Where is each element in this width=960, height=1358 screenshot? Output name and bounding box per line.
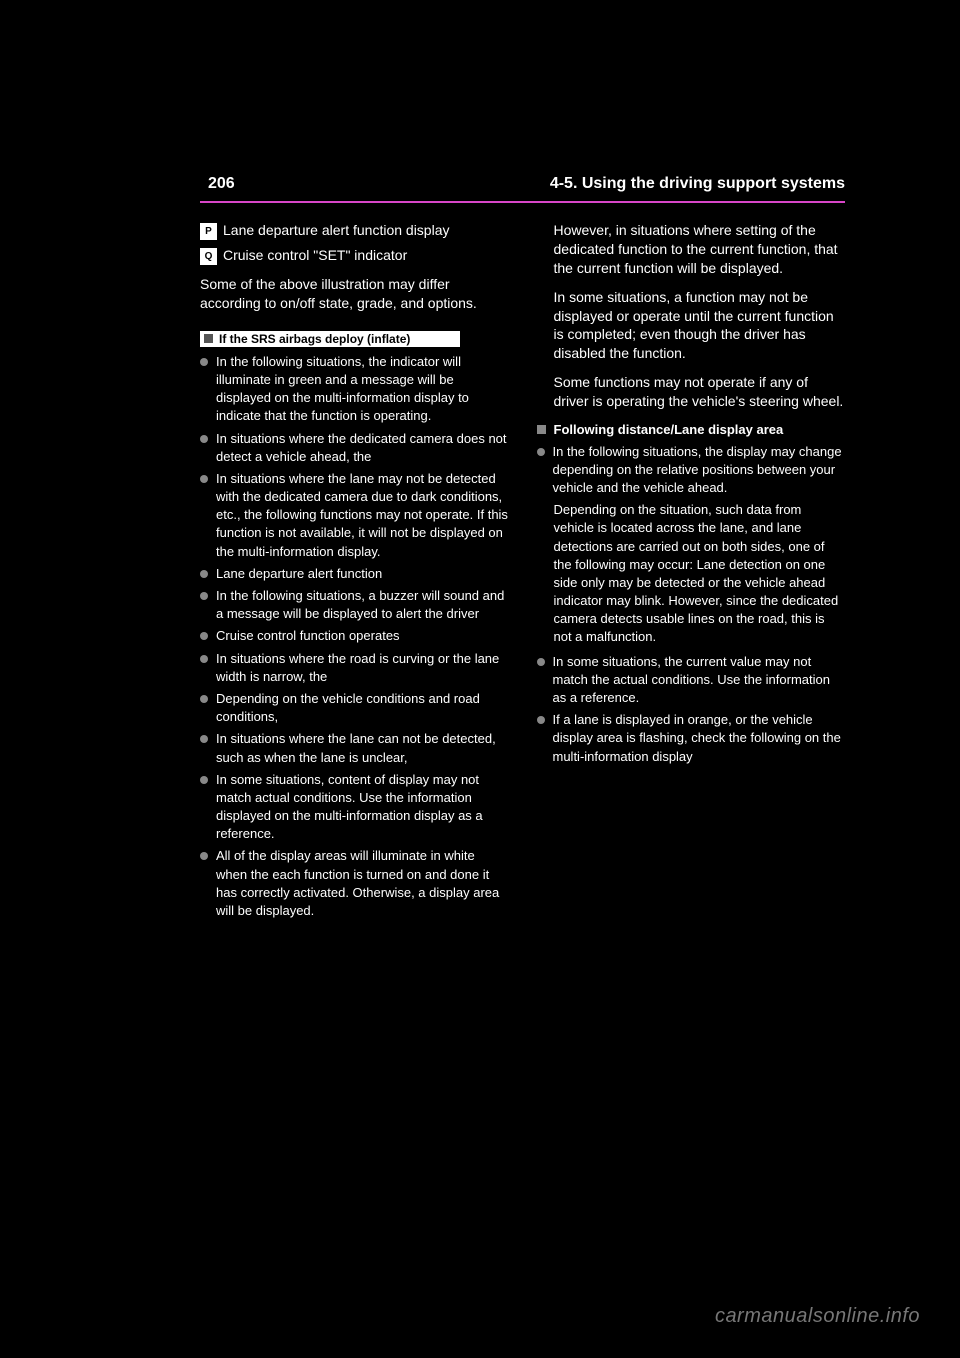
list-item: All of the display areas will illuminate… [200, 847, 509, 920]
item-q: Q Cruise control "SET" indicator [200, 246, 509, 265]
sub-header: Following distance/Lane display area [537, 421, 846, 439]
right-para: However, in situations where setting of … [554, 221, 846, 278]
bullet-text: Depending on the vehicle conditions and … [216, 690, 509, 726]
item-q-text: Cruise control "SET" indicator [223, 246, 407, 264]
sub-title: Following distance/Lane display area [554, 421, 784, 439]
list-item: In some situations, the current value ma… [537, 653, 846, 708]
right-indent-para: Depending on the situation, such data fr… [554, 501, 846, 647]
bullet-text: In situations where the road is curving … [216, 650, 509, 686]
list-item: In situations where the lane may not be … [200, 470, 509, 561]
bullet-text: In some situations, content of display m… [216, 771, 509, 844]
section-title: 4-5. Using the driving support systems [550, 175, 845, 193]
bullet-icon [200, 735, 208, 743]
list-item: In the following situations, the display… [537, 443, 846, 498]
bullet-text: If a lane is displayed in orange, or the… [553, 711, 846, 766]
bullet-icon [200, 695, 208, 703]
label-p-icon: P [200, 223, 217, 240]
bullet-text: In situations where the dedicated camera… [216, 430, 509, 466]
bullet-icon [537, 716, 545, 724]
list-item: In situations where the dedicated camera… [200, 430, 509, 466]
square-icon [204, 334, 213, 343]
list-item: In situations where the lane can not be … [200, 730, 509, 766]
bullet-icon [200, 435, 208, 443]
list-item: In the following situations, a buzzer wi… [200, 587, 509, 623]
label-q-icon: Q [200, 248, 217, 265]
list-item: Depending on the vehicle conditions and … [200, 690, 509, 726]
list-item: Lane departure alert function [200, 565, 509, 583]
right-para: In some situations, a function may not b… [554, 288, 846, 364]
block-header: If the SRS airbags deploy (inflate) [200, 331, 460, 347]
bullet-icon [200, 475, 208, 483]
bullet-icon [200, 655, 208, 663]
bullet-icon [537, 448, 545, 456]
list-item: In the following situations, the indicat… [200, 353, 509, 426]
bullet-text: In the following situations, the display… [553, 443, 846, 498]
divider [200, 201, 845, 203]
bullet-text: In the following situations, the indicat… [216, 353, 509, 426]
bullet-text: Cruise control function operates [216, 627, 509, 645]
bullet-icon [200, 632, 208, 640]
watermark: carmanualsonline.info [715, 1305, 920, 1328]
list-item: Cruise control function operates [200, 627, 509, 645]
list-item: In some situations, content of display m… [200, 771, 509, 844]
bullet-text: All of the display areas will illuminate… [216, 847, 509, 920]
list-item: If a lane is displayed in orange, or the… [537, 711, 846, 766]
bullet-text: In situations where the lane can not be … [216, 730, 509, 766]
bullet-text: In the following situations, a buzzer wi… [216, 587, 509, 623]
block-title: If the SRS airbags deploy (inflate) [219, 332, 410, 346]
bullet-text: In situations where the lane may not be … [216, 470, 509, 561]
bullet-icon [200, 776, 208, 784]
left-column: P Lane departure alert function display … [200, 221, 509, 924]
item-p: P Lane departure alert function display [200, 221, 509, 240]
bullet-icon [200, 592, 208, 600]
right-column: However, in situations where setting of … [537, 221, 846, 924]
bullet-text: In some situations, the current value ma… [553, 653, 846, 708]
square-icon [537, 425, 546, 434]
page-number: 206 [208, 175, 235, 193]
bullet-icon [537, 658, 545, 666]
bullet-icon [200, 358, 208, 366]
bullet-text: Lane departure alert function [216, 565, 509, 583]
bullet-icon [200, 570, 208, 578]
intro-paragraph: Some of the above illustration may diffe… [200, 275, 509, 313]
right-para: Some functions may not operate if any of… [554, 373, 846, 411]
item-p-text: Lane departure alert function display [223, 221, 449, 239]
bullet-icon [200, 852, 208, 860]
list-item: In situations where the road is curving … [200, 650, 509, 686]
